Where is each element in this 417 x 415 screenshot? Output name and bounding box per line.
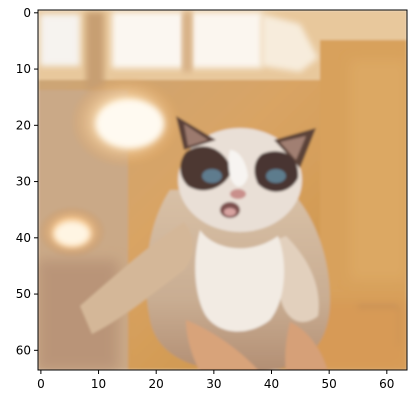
y-axis: 0 10 20 30 40 50 60: [16, 6, 38, 357]
y-tick-label: 30: [16, 175, 31, 189]
x-tick-label: 30: [206, 377, 221, 391]
x-tick-label: 50: [322, 377, 337, 391]
x-tick-label: 0: [37, 377, 45, 391]
y-tick-label: 20: [16, 118, 31, 132]
y-tick-label: 60: [16, 343, 31, 357]
x-tick-label: 60: [379, 377, 394, 391]
photo-cat: [38, 10, 407, 370]
x-tick-label: 10: [91, 377, 106, 391]
x-axis: 0 10 20 30 40 50 60: [37, 370, 394, 391]
axes-frame: [37, 9, 408, 371]
y-tick-label: 0: [23, 6, 31, 20]
y-tick-label: 40: [16, 231, 31, 245]
x-tick-label: 20: [149, 377, 164, 391]
y-tick-label: 10: [16, 62, 31, 76]
y-tick-label: 50: [16, 287, 31, 301]
x-tick-label: 40: [264, 377, 279, 391]
